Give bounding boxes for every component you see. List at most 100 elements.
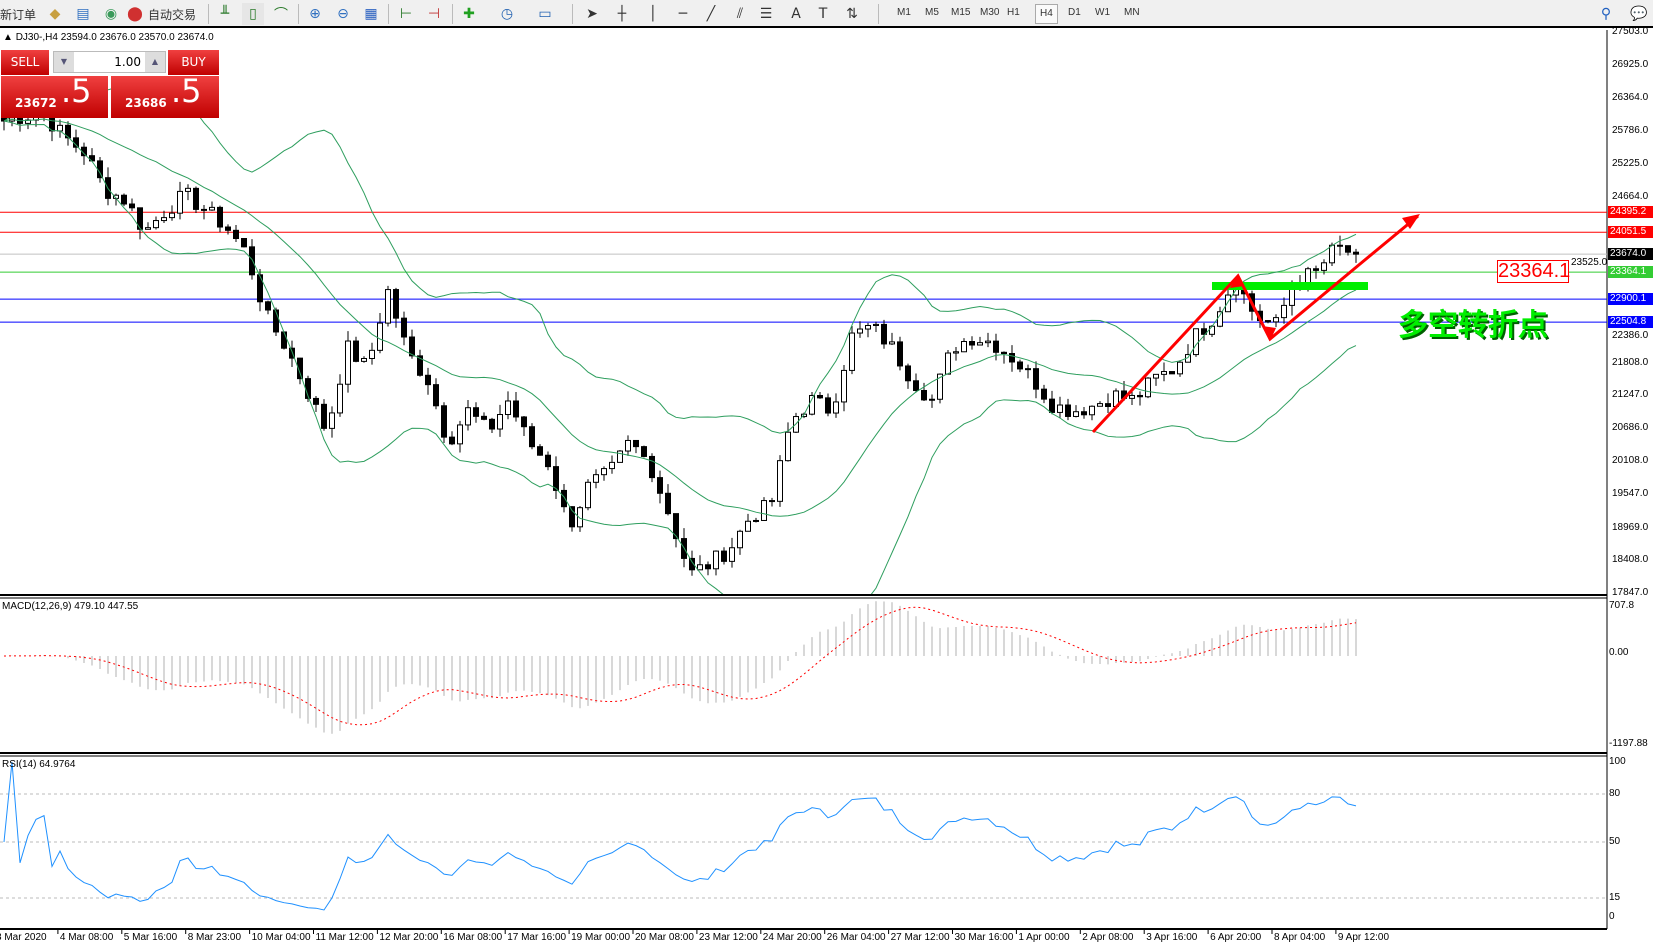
timeframe-m5[interactable]: M5 [925, 7, 939, 18]
new-order-button[interactable]: 新订单 [0, 7, 37, 22]
search-icon[interactable]: ⚲ [1600, 6, 1612, 22]
cursor-icon[interactable]: ➤ [586, 6, 598, 22]
candle [825, 393, 831, 417]
price-axis-label: 26364.0 [1612, 91, 1649, 103]
bar-chart-icon[interactable]: ╨ [220, 6, 230, 22]
lot-decrease-button[interactable]: ▼ [54, 52, 74, 72]
market-watch-icon[interactable]: ▤ [76, 6, 90, 22]
candle [377, 313, 383, 354]
timeframe-mn[interactable]: MN [1124, 7, 1140, 18]
candle-body [137, 207, 143, 230]
arrows-icon[interactable]: ⇅ [846, 6, 858, 22]
price-level-tag: 24051.5 [1608, 226, 1653, 239]
candle-body [1169, 371, 1175, 375]
candle-body [1225, 294, 1231, 313]
time-axis-label: 12 Mar 20:00 [379, 932, 439, 943]
chart-shift-icon[interactable]: ⊣ [427, 6, 441, 22]
candle [857, 321, 863, 338]
timeframe-h1[interactable]: H1 [1007, 7, 1020, 18]
price-axis-label: 22386.0 [1612, 329, 1649, 341]
sell-button[interactable]: SELL [1, 50, 49, 75]
candle [1161, 362, 1167, 382]
chat-icon[interactable]: 💬 [1630, 6, 1648, 22]
turning-point-annotation[interactable]: 多空转折点 [1398, 308, 1548, 343]
timeframe-m30[interactable]: M30 [980, 7, 1000, 18]
macd-label: MACD(12,26,9) 479.10 447.55 [2, 601, 139, 612]
sell-price-button[interactable]: 23672 .5 [1, 72, 108, 118]
candle [529, 423, 535, 450]
candle-body [1329, 244, 1335, 264]
candle-body [705, 564, 711, 570]
templates-icon[interactable]: ▭ [538, 6, 552, 22]
candle [953, 347, 959, 361]
candle-body [545, 454, 551, 468]
zoom-in-icon[interactable]: ⊕ [309, 6, 321, 22]
fibonacci-icon[interactable]: ☰ [759, 6, 773, 22]
timeframe-d1[interactable]: D1 [1068, 7, 1081, 18]
periods-icon[interactable]: ◷ [500, 6, 514, 22]
equidistant-channel-icon[interactable]: ⫽ [736, 6, 744, 22]
price-axis-label: 17847.0 [1612, 586, 1649, 598]
bollinger-middle [3, 118, 1357, 517]
buy-price-button[interactable]: 23686 .5 [111, 72, 219, 118]
macd-axis-label: 0.00 [1609, 647, 1629, 658]
zoom-out-icon[interactable]: ⊖ [337, 6, 349, 22]
candle [137, 207, 143, 240]
timeframe-w1[interactable]: W1 [1095, 7, 1110, 18]
arrow-head-icon [1262, 326, 1276, 341]
candle-body [657, 477, 663, 494]
candle-body [201, 208, 207, 211]
candle-body [905, 365, 911, 382]
candle [841, 365, 847, 412]
signals-icon[interactable]: ◉ [104, 6, 118, 22]
candle-body [369, 349, 375, 359]
history-center-icon[interactable]: ◆ [49, 6, 61, 22]
candle-body [961, 341, 967, 353]
lot-increase-button[interactable]: ▲ [145, 52, 165, 72]
candlestick-icon[interactable]: ▯ [242, 3, 264, 25]
candle [1033, 361, 1039, 399]
timeframe-m1[interactable]: M1 [897, 7, 911, 18]
candle-body [593, 474, 599, 483]
candle [881, 319, 887, 349]
price-text-label[interactable]: 23364.1 [1497, 260, 1571, 283]
auto-scroll-icon[interactable]: ⊢ [399, 6, 413, 22]
vertical-line-icon[interactable]: │ [648, 6, 658, 22]
candle [449, 431, 455, 446]
text-icon[interactable]: A [791, 6, 801, 22]
candle-body [177, 190, 183, 214]
candle-body [825, 397, 831, 414]
timeframe-m15[interactable]: M15 [951, 7, 971, 18]
crosshair-icon[interactable]: ┼ [617, 6, 627, 22]
candle [401, 311, 407, 346]
tile-windows-icon[interactable]: ▦ [364, 6, 378, 22]
chart-header: ▲ DJ30-,H4 23594.0 23676.0 23570.0 23674… [3, 32, 214, 43]
auto-trading-button[interactable]: 自动交易 [148, 7, 197, 22]
price-level-tag: 22900.1 [1608, 293, 1653, 306]
candle [985, 332, 991, 348]
text-label-icon[interactable]: T [818, 6, 828, 22]
candle [1105, 393, 1111, 414]
candle [265, 300, 271, 315]
candle-body [673, 513, 679, 540]
candle-body [649, 455, 655, 479]
candle-body [409, 336, 415, 357]
timeframe-h4[interactable]: H4 [1035, 4, 1058, 24]
line-chart-icon[interactable]: ⌒ [274, 7, 288, 23]
candle [937, 373, 943, 404]
candle-body [241, 238, 247, 248]
candle [289, 340, 295, 368]
time-axis-label: 27 Mar 12:00 [890, 932, 950, 943]
candle-body [977, 342, 983, 346]
auto-trading-icon[interactable]: ⬤ [127, 6, 143, 22]
lot-size-stepper[interactable]: ▼ 1.00 ▲ [53, 51, 166, 73]
candle [489, 417, 495, 433]
lot-size-input[interactable]: 1.00 [114, 55, 141, 69]
chart-area[interactable] [0, 30, 1653, 945]
indicators-icon[interactable]: ✚ [463, 6, 475, 22]
candle [729, 537, 735, 568]
horizontal-line-icon[interactable]: ─ [678, 6, 688, 22]
trendline-icon[interactable]: ╱ [706, 6, 716, 22]
candle-body [505, 400, 511, 416]
buy-button[interactable]: BUY [168, 50, 219, 75]
